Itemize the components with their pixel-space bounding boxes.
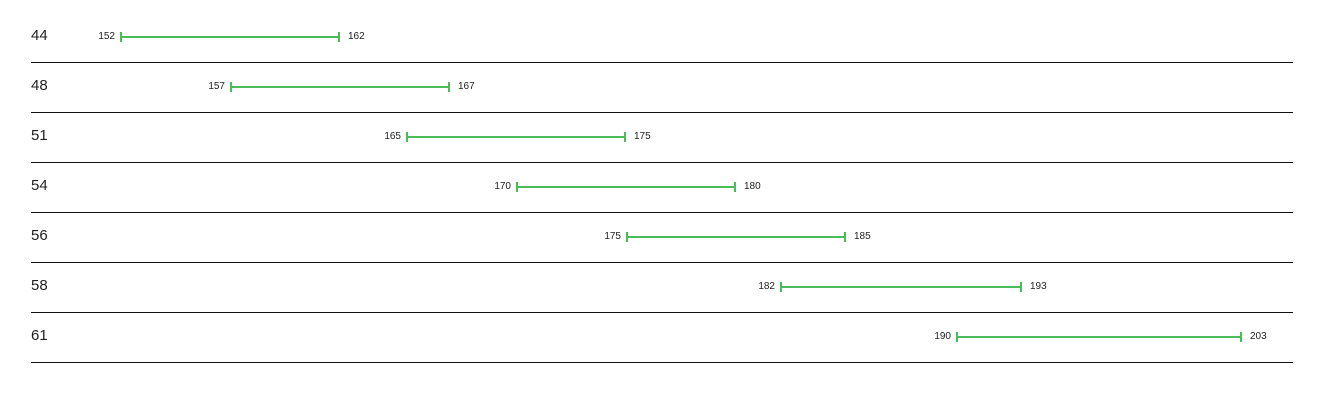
range-start-cap xyxy=(120,32,122,42)
range-start-cap xyxy=(406,132,408,142)
range-min-label: 175 xyxy=(604,231,621,242)
range-min-label: 170 xyxy=(494,181,511,192)
range-end-cap xyxy=(1240,332,1242,342)
category-label: 58 xyxy=(31,277,48,294)
range-bar xyxy=(406,136,626,138)
range-start-cap xyxy=(230,82,232,92)
range-bar xyxy=(516,186,736,188)
range-start-cap xyxy=(956,332,958,342)
chart-row: 58 182 193 xyxy=(31,262,1293,313)
range-end-cap xyxy=(844,232,846,242)
range-start-cap xyxy=(780,282,782,292)
range-max-label: 162 xyxy=(348,31,365,42)
category-label: 54 xyxy=(31,177,48,194)
category-label: 44 xyxy=(31,27,48,44)
range-min-label: 157 xyxy=(208,81,225,92)
range-end-cap xyxy=(1020,282,1022,292)
chart-row: 61 190 203 xyxy=(31,312,1293,363)
range-bar xyxy=(626,236,846,238)
range-end-cap xyxy=(624,132,626,142)
category-label: 56 xyxy=(31,227,48,244)
range-max-label: 203 xyxy=(1250,331,1267,342)
category-label: 51 xyxy=(31,127,48,144)
category-label: 61 xyxy=(31,327,48,344)
range-start-cap xyxy=(516,182,518,192)
range-bar xyxy=(230,86,450,88)
range-min-label: 190 xyxy=(934,331,951,342)
range-bar xyxy=(780,286,1022,288)
range-min-label: 152 xyxy=(98,31,115,42)
range-max-label: 185 xyxy=(854,231,871,242)
range-start-cap xyxy=(626,232,628,242)
range-bar xyxy=(120,36,340,38)
range-min-label: 182 xyxy=(758,281,775,292)
range-end-cap xyxy=(338,32,340,42)
chart-row: 54 170 180 xyxy=(31,162,1293,213)
range-end-cap xyxy=(448,82,450,92)
chart-row: 44 152 162 xyxy=(31,12,1293,63)
range-bar xyxy=(956,336,1242,338)
chart-row: 56 175 185 xyxy=(31,212,1293,263)
range-max-label: 193 xyxy=(1030,281,1047,292)
range-max-label: 167 xyxy=(458,81,475,92)
chart-row: 51 165 175 xyxy=(31,112,1293,163)
chart-row: 48 157 167 xyxy=(31,62,1293,113)
range-max-label: 175 xyxy=(634,131,651,142)
range-end-cap xyxy=(734,182,736,192)
range-max-label: 180 xyxy=(744,181,761,192)
category-label: 48 xyxy=(31,77,48,94)
range-min-label: 165 xyxy=(384,131,401,142)
